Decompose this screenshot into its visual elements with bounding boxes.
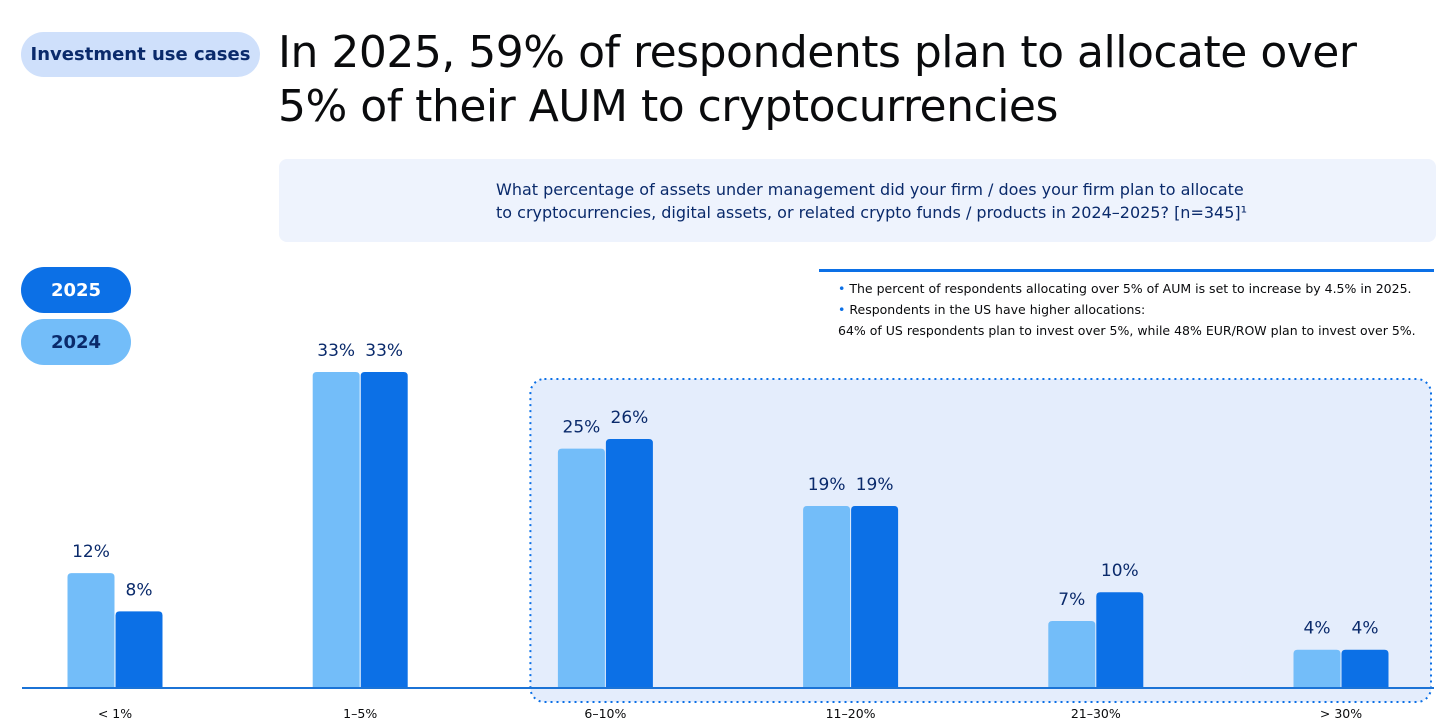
data-label-2024-1: 12% (72, 542, 110, 562)
bullet-icon: • (838, 302, 846, 317)
bar-2025-1 (115, 611, 163, 688)
highlight-region (529, 378, 1432, 703)
bar-2025-2 (360, 372, 408, 688)
bar-2024-2 (312, 372, 360, 688)
note-2: • Respondents in the US have higher alloc… (819, 299, 1434, 320)
data-label-2025-2: 33% (365, 341, 403, 361)
data-label-2025-3: 26% (611, 408, 649, 428)
bar-2025-6 (1341, 649, 1389, 688)
x-tick-label-2: 1–5% (343, 706, 377, 721)
data-label-2025-5: 10% (1101, 561, 1139, 581)
bar-2024-5 (1048, 620, 1096, 688)
data-label-2024-5: 7% (1058, 590, 1085, 610)
note-1: • The percent of respondents allocating o… (819, 278, 1434, 299)
bar-2024-6 (1293, 649, 1341, 688)
key-notes: • The percent of respondents allocating o… (819, 269, 1434, 341)
note-2-text: Respondents in the US have higher alloca… (849, 302, 1146, 317)
x-tick-label-5: 21–30% (1071, 706, 1121, 721)
legend-2024: 2024 (21, 319, 131, 365)
note-3: 64% of US respondents plan to invest ove… (819, 320, 1434, 341)
bar-2025-4 (851, 506, 899, 688)
question-box: What percentage of assets under manageme… (279, 159, 1436, 242)
note-1-text: The percent of respondents allocating ov… (849, 281, 1412, 296)
note-3-text: 64% of US respondents plan to invest ove… (838, 323, 1416, 338)
x-tick-label-1: < 1% (98, 706, 132, 721)
survey-question: What percentage of assets under manageme… (496, 180, 1248, 222)
data-label-2025-1: 8% (126, 580, 153, 600)
bar-2024-4 (803, 506, 851, 688)
bar-2025-5 (1096, 592, 1144, 688)
data-label-2025-4: 19% (856, 475, 894, 495)
data-label-2025-6: 4% (1352, 619, 1379, 639)
data-label-2024-3: 25% (563, 418, 601, 438)
x-tick-label-4: 11–20% (826, 706, 876, 721)
bar-2024-1 (67, 573, 115, 688)
page-title: In 2025, 59% of respondents plan to allo… (278, 27, 1357, 132)
bullet-icon: • (838, 281, 846, 296)
section-tag: Investment use cases (21, 32, 260, 77)
data-label-2024-4: 19% (808, 475, 846, 495)
data-label-2024-2: 33% (317, 341, 355, 361)
data-label-2024-6: 4% (1304, 619, 1331, 639)
legend-2025: 2025 (21, 267, 131, 313)
x-tick-label-3: 6–10% (584, 706, 626, 721)
bar-2025-3 (605, 439, 653, 688)
bar-2024-3 (557, 448, 605, 688)
x-tick-label-6: > 30% (1320, 706, 1362, 721)
